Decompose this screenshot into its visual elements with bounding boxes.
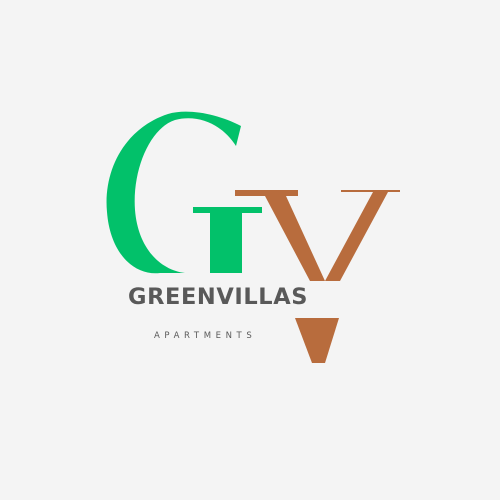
letter-v-top — [235, 190, 400, 281]
letter-g — [106, 111, 262, 274]
brand-name: GREENVILLAS — [128, 282, 373, 312]
brand-tagline: APARTMENTS — [154, 331, 257, 341]
letter-g-bowl — [106, 111, 241, 274]
letter-v-bottom — [295, 318, 339, 363]
letter-v — [235, 190, 400, 363]
letter-g-crossbar — [193, 207, 262, 273]
